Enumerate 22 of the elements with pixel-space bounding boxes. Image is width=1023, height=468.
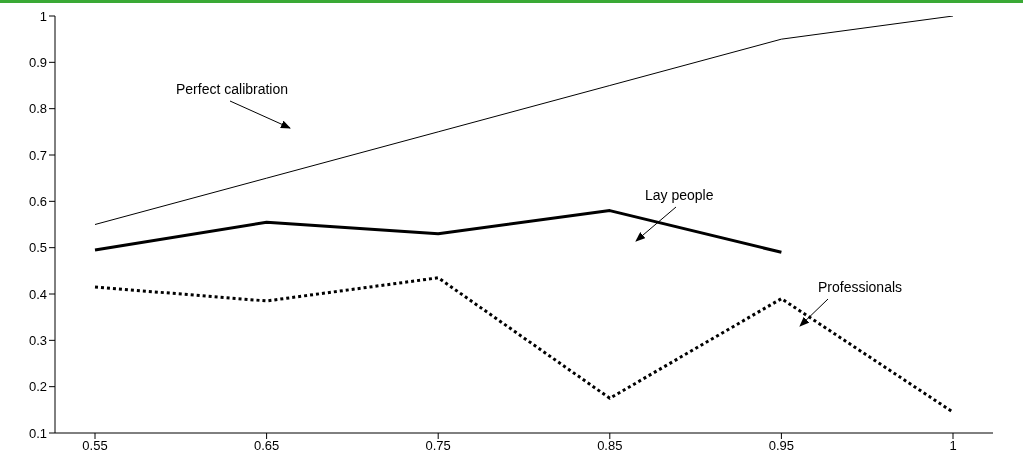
x-tick-label: 0.95	[768, 438, 795, 454]
y-tick-label: 0.2	[28, 379, 47, 395]
line-series	[93, 276, 955, 414]
x-tick-label: 0.65	[253, 438, 280, 454]
x-tick-label: 0.85	[597, 438, 623, 454]
y-tick-label: 0.5	[28, 240, 47, 256]
x-tick-label: 1	[949, 438, 957, 454]
y-tick-label: 0.4	[28, 286, 47, 302]
y-tick-label: 0.7	[28, 147, 47, 163]
annotation: Perfect calibration	[176, 81, 289, 97]
annotation: Lay people	[645, 187, 714, 203]
y-tick-label: 0.6	[28, 193, 47, 209]
y-tick-label: 0.9	[28, 54, 47, 70]
y-tick-label: 1	[39, 8, 47, 24]
x-tick-label: 0.55	[82, 438, 108, 454]
line-series	[93, 209, 783, 254]
y-tick-label: 0.1	[28, 425, 47, 441]
annotation: Professionals	[818, 279, 903, 295]
y-tick-label: 0.8	[28, 101, 47, 117]
x-tick-label: 0.75	[425, 438, 451, 454]
y-tick-label: 0.3	[28, 332, 47, 348]
line-series	[94, 16, 954, 225]
